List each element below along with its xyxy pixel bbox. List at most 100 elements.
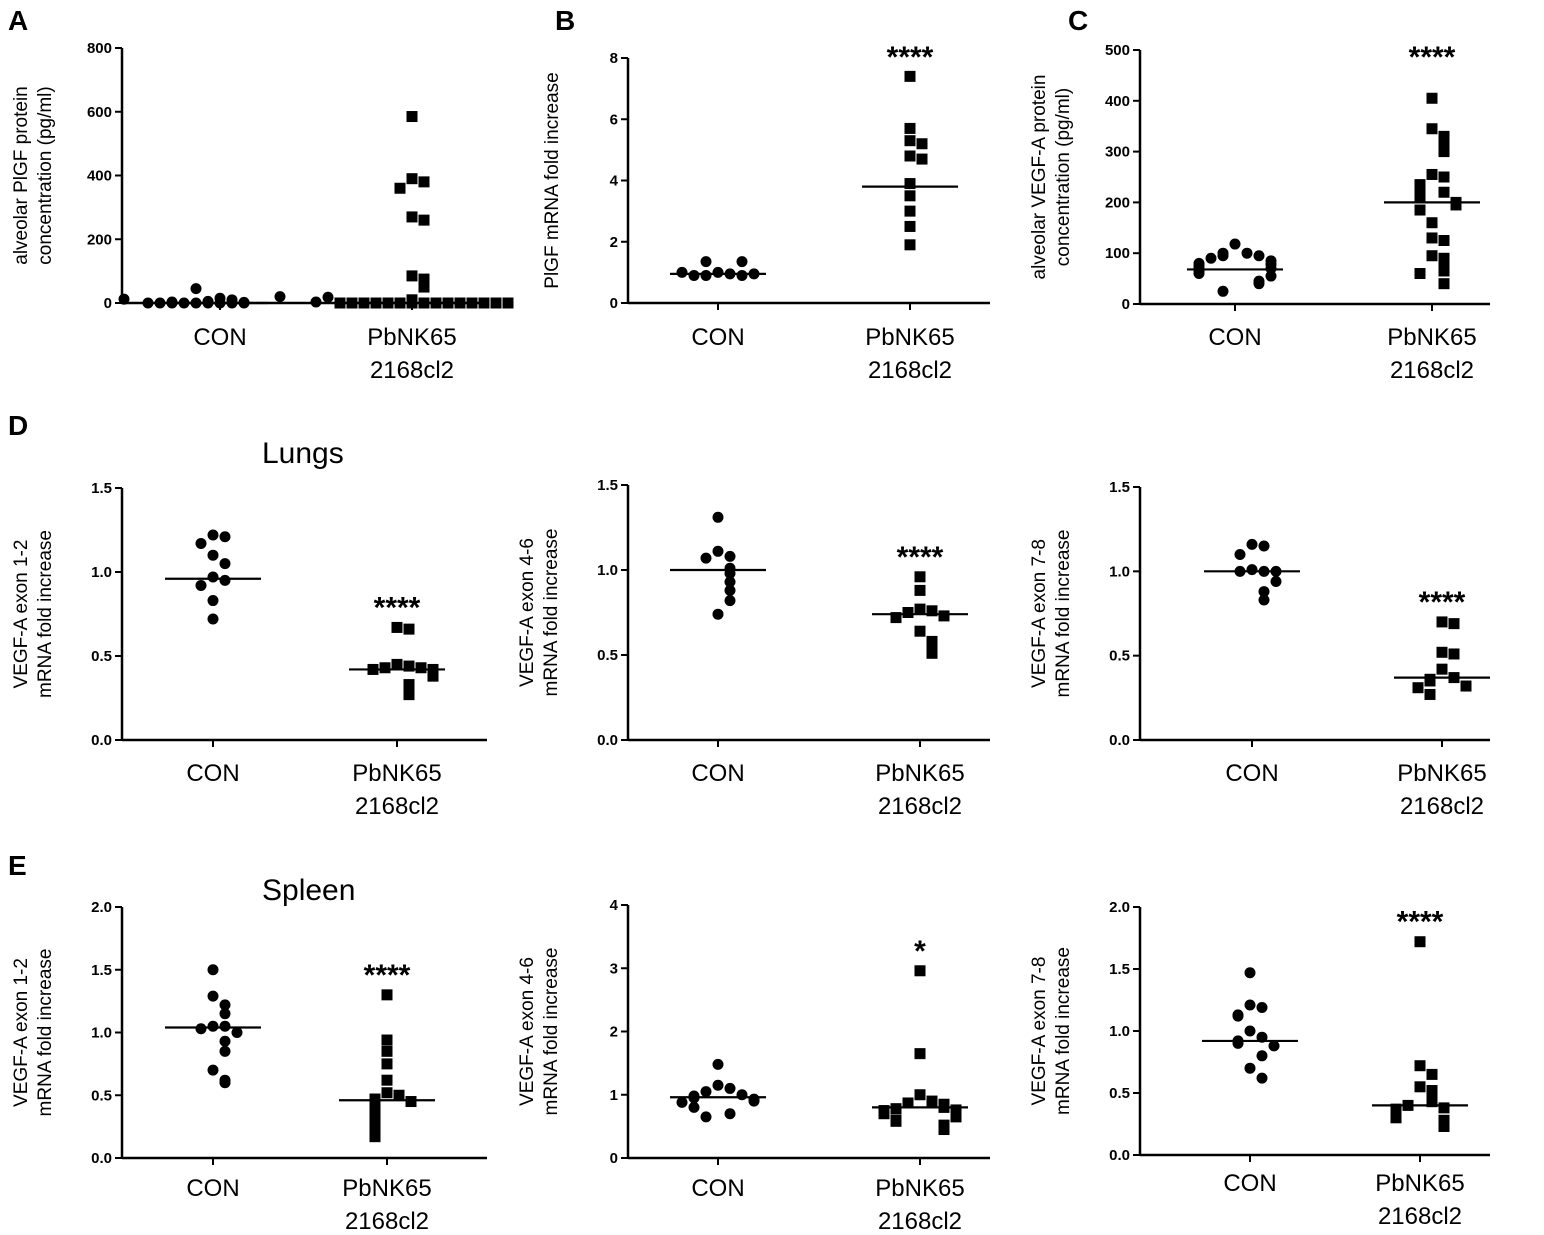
data-point: [381, 1058, 393, 1070]
data-point: [1414, 936, 1426, 948]
data-point: [207, 529, 219, 541]
category-label: CON: [186, 760, 239, 787]
row-title-spleen: Spleen: [262, 874, 355, 907]
category-label: 2168cl2: [1390, 357, 1474, 384]
data-point: [207, 613, 219, 625]
category-label: 2168cl2: [878, 1208, 962, 1235]
data-point: [1436, 663, 1448, 675]
category-label: PbNK65: [875, 760, 964, 787]
y-tick-label: 200: [87, 231, 112, 248]
data-point: [381, 989, 393, 1001]
y-tick-label: 0: [104, 295, 112, 312]
significance-label: ****: [374, 591, 421, 624]
data-point: [1244, 1062, 1256, 1074]
y-tick-label: 400: [87, 168, 112, 185]
data-point: [1414, 179, 1426, 191]
data-point: [207, 990, 219, 1002]
data-point: [1460, 680, 1472, 692]
data-point: [1414, 1060, 1426, 1072]
data-point: [478, 297, 490, 309]
data-point: [190, 283, 202, 295]
y-tick-label: 500: [1105, 42, 1130, 59]
data-point: [1438, 278, 1450, 290]
data-point: [1244, 1025, 1256, 1037]
data-point: [914, 603, 926, 615]
data-point: [712, 545, 724, 557]
data-point: [938, 610, 950, 622]
data-point: [418, 176, 430, 188]
category-label: 2168cl2: [878, 793, 962, 820]
data-point: [1424, 688, 1436, 700]
data-point: [219, 1077, 231, 1089]
y-tick-label: 0.0: [597, 732, 618, 749]
data-point: [1426, 123, 1438, 135]
significance-label: ****: [887, 41, 934, 74]
y-axis-label: VEGF-A exon 7-8: [1029, 957, 1050, 1106]
data-point: [1436, 646, 1448, 658]
category-label: PbNK65: [865, 324, 954, 351]
data-point: [926, 647, 938, 659]
data-point: [1426, 1096, 1438, 1108]
y-tick-label: 0.0: [91, 732, 112, 749]
data-point: [926, 605, 938, 617]
data-point: [219, 1020, 231, 1032]
data-point: [1414, 204, 1426, 216]
data-point: [1244, 999, 1256, 1011]
data-point: [700, 1111, 712, 1123]
y-tick-label: 2.0: [91, 899, 112, 916]
y-tick-label: 1: [610, 1087, 618, 1104]
chart-b: 0 2 4 6 8 PlGF mRNA fold increase CON PbNK65 216…: [542, 41, 990, 384]
y-tick-label: 1.0: [597, 562, 618, 579]
data-point: [1256, 1050, 1268, 1062]
data-point: [1438, 1102, 1450, 1114]
y-axis-label: mRNA fold increase: [1053, 530, 1074, 698]
data-point: [1217, 250, 1229, 262]
data-point: [904, 150, 916, 162]
data-point: [274, 291, 286, 303]
y-axis-label: VEGF-A exon 1-2: [11, 958, 32, 1107]
data-point: [904, 178, 916, 190]
data-point: [1438, 235, 1450, 246]
data-point: [379, 662, 391, 674]
data-point: [914, 1089, 926, 1101]
data-point: [1232, 1037, 1244, 1049]
data-point: [890, 612, 902, 624]
y-axis-label: mRNA fold increase: [1053, 947, 1074, 1115]
data-point: [1438, 130, 1450, 142]
data-point: [369, 1104, 381, 1116]
data-point: [1438, 186, 1450, 198]
data-point: [369, 1124, 381, 1136]
y-tick-label: 0: [1122, 296, 1130, 313]
data-point: [676, 1096, 688, 1108]
data-point: [219, 1045, 231, 1057]
chart-d1: 0.0 0.5 1.0 1.5 VEGF-A exon 1-2 mRNA fold inc…: [11, 480, 487, 820]
data-point: [195, 537, 207, 549]
chart-e1: 0.0 0.5 1.0 1.5 2.0 VEGF-A exon 1-2 mRNA fold …: [11, 899, 487, 1235]
chart-d2: 0.0 0.5 1.0 1.5 VEGF-A exon 4-6 mRNA fold inc…: [517, 477, 990, 820]
data-point: [950, 1104, 962, 1116]
data-point: [142, 297, 154, 309]
data-point: [1234, 548, 1246, 560]
data-point: [938, 1124, 950, 1136]
data-point: [406, 111, 418, 123]
y-tick-label: 100: [1105, 245, 1130, 262]
data-point: [1414, 268, 1426, 280]
data-point: [902, 607, 914, 618]
data-point: [334, 297, 346, 309]
data-point: [890, 1115, 902, 1127]
data-point: [219, 999, 231, 1011]
data-point: [466, 297, 478, 309]
data-point: [1438, 252, 1450, 264]
data-point: [322, 291, 334, 303]
data-point: [310, 296, 322, 308]
data-point: [914, 584, 926, 596]
chart-e2: 0 1 2 3 4 VEGF-A exon 4-6 mRNA fold increase CO…: [517, 897, 990, 1235]
data-point: [502, 297, 514, 309]
data-point: [1265, 270, 1277, 282]
category-label: CON: [1225, 760, 1278, 787]
data-point: [1426, 168, 1438, 180]
data-point: [1426, 232, 1438, 244]
y-tick-label: 0.0: [1109, 1147, 1130, 1164]
y-axis-label: VEGF-A exon 7-8: [1029, 539, 1050, 688]
